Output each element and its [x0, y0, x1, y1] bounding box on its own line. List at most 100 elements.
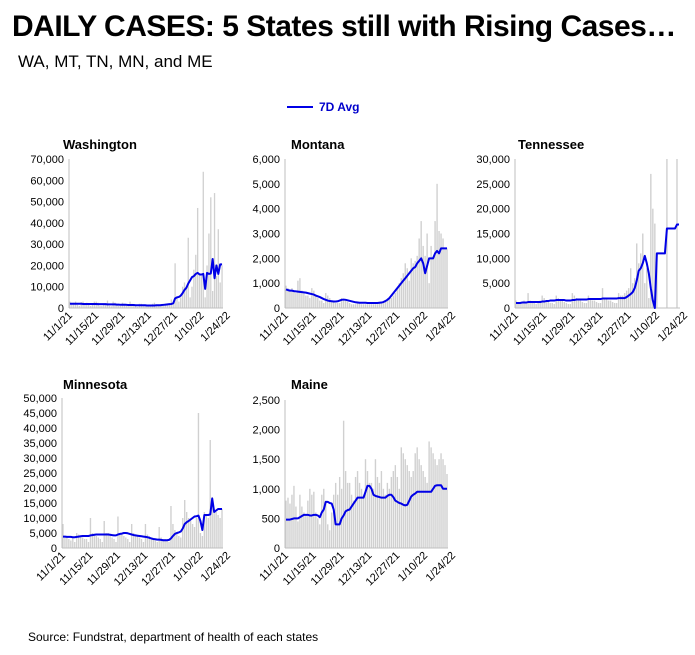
daily-case-bar	[384, 494, 387, 548]
daily-case-bar	[315, 295, 317, 308]
legend-line-swatch	[287, 106, 313, 108]
y-tick-label: 60,000	[30, 175, 64, 187]
daily-case-bar	[129, 542, 131, 548]
daily-case-bar	[634, 278, 636, 308]
daily-case-bar	[442, 459, 444, 548]
daily-case-bar	[640, 253, 642, 308]
daily-case-bar	[206, 265, 208, 308]
daily-case-bar	[313, 290, 315, 308]
daily-case-bar	[193, 527, 196, 548]
daily-case-bar	[362, 494, 365, 548]
daily-case-bar	[615, 303, 618, 308]
daily-case-bar	[107, 533, 109, 548]
daily-case-bar	[104, 303, 107, 308]
daily-case-bar	[434, 459, 436, 548]
daily-case-bar	[535, 304, 537, 308]
daily-case-bar	[182, 518, 184, 548]
source-note: Source: Fundstrat, department of health …	[28, 630, 319, 644]
daily-case-bar	[333, 494, 335, 548]
y-tick-label: 45,000	[23, 408, 57, 420]
legend-label: 7D Avg	[319, 100, 360, 114]
daily-case-bar	[307, 295, 309, 308]
daily-case-bar	[119, 305, 122, 308]
daily-case-bar	[299, 494, 301, 548]
daily-case-bar	[348, 303, 351, 308]
daily-case-bar	[334, 303, 337, 308]
daily-case-bar	[195, 254, 197, 308]
daily-case-bar	[166, 540, 168, 548]
daily-case-bar	[575, 298, 578, 308]
chart-panel-montana: Montana01,0002,0003,0004,0005,0006,00011…	[252, 137, 458, 348]
daily-case-bar	[374, 304, 377, 308]
daily-case-bar	[156, 542, 158, 548]
daily-case-bar	[210, 197, 212, 308]
daily-case-bar	[422, 245, 424, 308]
daily-case-bar	[654, 223, 656, 308]
daily-case-bar	[390, 298, 393, 308]
daily-case-bar	[87, 542, 90, 548]
daily-case-bar	[525, 302, 527, 308]
daily-case-bar	[418, 238, 420, 308]
daily-case-bar	[68, 539, 70, 548]
daily-case-bar	[422, 471, 424, 548]
daily-case-bar	[331, 300, 333, 308]
daily-case-bar	[317, 298, 319, 308]
daily-case-bar	[219, 282, 221, 308]
daily-case-bar	[85, 539, 88, 548]
daily-case-bar	[396, 288, 399, 308]
daily-case-bar	[346, 482, 349, 548]
y-tick-label: 50,000	[23, 393, 57, 405]
daily-case-bar	[76, 304, 79, 308]
daily-case-bar	[319, 524, 321, 548]
y-tick-label: 20,000	[23, 483, 57, 495]
y-tick-label: 20,000	[476, 204, 510, 216]
daily-case-bar	[531, 302, 533, 308]
panel-title: Minnesota	[63, 377, 128, 392]
daily-case-bar	[111, 537, 113, 548]
daily-case-bar	[561, 300, 563, 308]
y-tick-label: 1,500	[252, 454, 280, 466]
daily-case-bar	[123, 536, 125, 548]
daily-case-bar	[78, 305, 80, 308]
daily-case-bar	[392, 295, 395, 308]
daily-case-bar	[163, 304, 165, 308]
daily-case-bar	[91, 303, 94, 308]
y-tick-label: 10,000	[476, 253, 510, 265]
daily-case-bar	[148, 536, 151, 548]
daily-case-bar	[374, 459, 377, 548]
daily-case-bar	[537, 303, 539, 308]
daily-case-bar	[172, 303, 174, 308]
daily-case-bar	[168, 303, 171, 308]
daily-case-bar	[386, 482, 389, 548]
daily-case-bar	[440, 233, 442, 308]
daily-case-bar	[205, 515, 207, 548]
y-tick-label: 4,000	[252, 204, 280, 216]
daily-case-bar	[384, 300, 387, 308]
daily-case-bar	[64, 536, 66, 548]
daily-case-bar	[81, 537, 84, 548]
daily-case-bar	[101, 305, 103, 308]
daily-case-bar	[380, 471, 383, 548]
daily-case-bar	[410, 476, 412, 548]
daily-case-bar	[217, 229, 219, 308]
daily-case-bar	[338, 476, 341, 548]
daily-case-bar	[311, 288, 313, 308]
daily-case-bar	[442, 238, 444, 308]
daily-case-bar	[346, 301, 349, 308]
daily-case-bar	[358, 482, 361, 548]
daily-case-bar	[99, 539, 101, 548]
daily-case-bar	[127, 539, 129, 548]
daily-case-bar	[366, 304, 369, 308]
daily-case-bar	[364, 459, 367, 548]
daily-case-bar	[617, 293, 620, 308]
daily-case-bar	[378, 482, 381, 548]
y-tick-label: 0	[274, 303, 280, 315]
daily-case-bar	[438, 459, 440, 548]
daily-case-bar	[368, 482, 371, 548]
y-tick-label: 35,000	[23, 438, 57, 450]
daily-case-bar	[412, 263, 414, 308]
daily-case-bar	[212, 290, 214, 308]
daily-case-bar	[327, 295, 329, 308]
daily-case-bar	[109, 534, 111, 548]
daily-case-bar	[198, 273, 201, 308]
